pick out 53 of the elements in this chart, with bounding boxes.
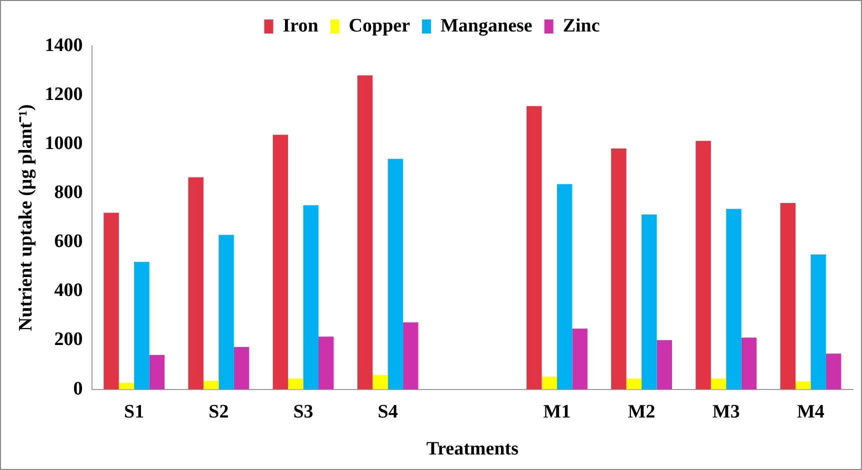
bar	[218, 234, 234, 390]
bar	[795, 382, 811, 390]
y-tick-label: 800	[54, 182, 83, 204]
bar	[203, 380, 219, 390]
bar	[826, 354, 842, 390]
bar	[611, 148, 626, 390]
bar	[372, 374, 388, 390]
bar	[626, 378, 642, 390]
bar	[234, 346, 250, 390]
bar	[642, 214, 657, 390]
bar	[149, 355, 165, 390]
y-axis-title: Nutrient uptake (µg plant⁻¹)	[15, 104, 36, 332]
bar	[104, 212, 119, 390]
bar	[726, 208, 742, 390]
bar	[572, 328, 588, 390]
x-tick-label: S2	[208, 402, 229, 423]
bar	[357, 75, 373, 390]
bar	[710, 378, 726, 390]
y-tick-label: 200	[54, 329, 83, 350]
x-tick-label: S1	[124, 402, 144, 423]
x-tick-label: S3	[293, 402, 314, 423]
bar	[780, 202, 796, 390]
y-tick-label: 400	[54, 280, 83, 302]
bar	[696, 140, 711, 390]
legend-label: Manganese	[440, 15, 532, 36]
bar	[188, 177, 204, 390]
bar	[388, 158, 404, 390]
bar	[656, 340, 672, 390]
bar	[542, 376, 557, 390]
x-axis-title: Treatments	[426, 438, 518, 460]
legend-label: Zinc	[562, 15, 600, 36]
x-tick-label: M4	[796, 402, 825, 423]
y-tick-label: 600	[54, 231, 83, 252]
y-tick-label: 1400	[44, 34, 83, 56]
bar	[318, 336, 334, 390]
x-tick-label: M3	[712, 402, 740, 423]
x-tick-label: S4	[378, 402, 398, 423]
x-tick-label: M1	[543, 402, 571, 423]
y-tick-label: 0	[73, 378, 83, 400]
bar	[288, 378, 304, 390]
x-tick-label: M2	[628, 402, 656, 423]
bar	[134, 262, 150, 390]
legend-label: Iron	[282, 15, 319, 36]
bar	[403, 322, 418, 390]
bar	[526, 106, 542, 390]
legend-label: Copper	[348, 15, 411, 36]
y-tick-label: 1200	[44, 84, 83, 105]
bar	[556, 184, 572, 390]
y-tick-label: 1000	[44, 133, 83, 154]
bar	[741, 338, 757, 390]
bar	[810, 254, 826, 390]
bar	[272, 134, 288, 390]
bar	[303, 205, 318, 390]
